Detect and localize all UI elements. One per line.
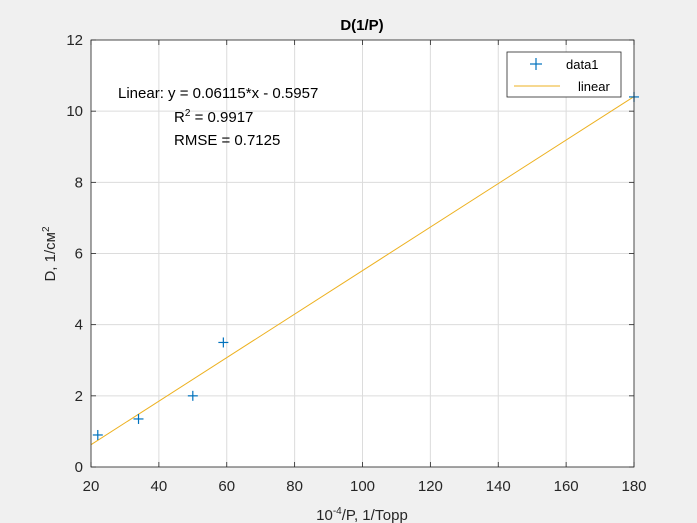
x-tick-label: 60 [218, 478, 235, 495]
x-tick-label: 180 [621, 478, 646, 495]
y-axis-label: D, 1/см2 [41, 226, 59, 282]
fit-annotation: Linear: y = 0.06115*x - 0.5957 R2 = 0.99… [118, 85, 318, 149]
x-tick-label: 80 [286, 478, 303, 495]
legend-box [506, 51, 622, 98]
y-tick-label: 0 [75, 459, 83, 476]
y-tick-label: 6 [75, 246, 83, 263]
fit-line [90, 96, 635, 446]
x-tick-label: 160 [554, 478, 579, 495]
legend: data1 linear [506, 51, 622, 98]
legend-marker-data1 [530, 58, 542, 70]
y-tick-label: 2 [75, 388, 83, 405]
x-tick-label: 140 [486, 478, 511, 495]
x-tick-label: 40 [151, 478, 168, 495]
y-tick-labels: 0 2 4 6 8 10 12 [66, 32, 83, 476]
fit-rmse: RMSE = 0.7125 [174, 132, 280, 149]
x-tick-label: 120 [418, 478, 443, 495]
data-point [133, 413, 144, 424]
fit-r-squared: R2 = 0.9917 [174, 108, 253, 126]
y-tick-label: 12 [66, 32, 83, 49]
x-axis-label: 10-4/P, 1/Торр [316, 506, 408, 523]
y-tick-label: 8 [75, 174, 83, 191]
x-tick-label: 100 [350, 478, 375, 495]
chart-title: D(1/P) [340, 17, 383, 34]
fit-equation: Linear: y = 0.06115*x - 0.5957 [118, 85, 318, 102]
x-tick-label: 20 [83, 478, 100, 495]
x-tick-labels: 20 40 60 80 100 120 140 160 180 [83, 478, 647, 495]
legend-label-data1: data1 [566, 57, 599, 72]
data-point [92, 429, 103, 440]
y-tick-label: 10 [66, 103, 83, 120]
legend-label-linear: linear [578, 79, 610, 94]
tick-marks [90, 39, 635, 468]
data-point [187, 390, 198, 401]
data-point [218, 337, 229, 348]
fit-line-layer [90, 96, 635, 446]
y-tick-label: 4 [75, 317, 83, 334]
